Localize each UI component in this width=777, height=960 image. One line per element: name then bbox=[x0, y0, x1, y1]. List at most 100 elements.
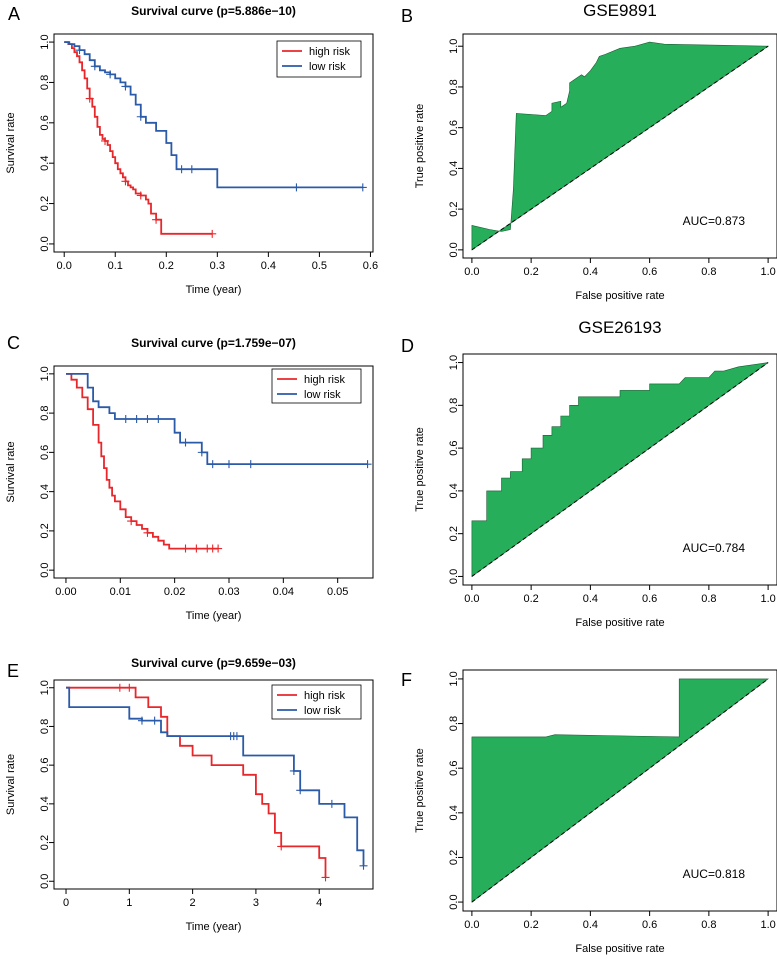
censor-mark-low-risk bbox=[187, 165, 196, 174]
y-tick-label: 0.8 bbox=[448, 716, 460, 731]
x-tick-label: 0.05 bbox=[327, 586, 348, 598]
panel-label-b: B bbox=[401, 6, 413, 26]
x-tick-label: 0.6 bbox=[642, 266, 657, 278]
censor-mark-high-risk bbox=[115, 683, 124, 692]
reference-diagonal bbox=[471, 362, 769, 577]
x-tick-label: 0.2 bbox=[523, 919, 538, 931]
censor-mark-low-risk bbox=[358, 183, 367, 192]
censor-mark-low-risk bbox=[150, 716, 159, 725]
censor-mark-low-risk bbox=[106, 70, 115, 79]
reference-diagonal bbox=[471, 678, 769, 903]
y-tick-label: 0.8 bbox=[448, 79, 460, 94]
censor-mark-high-risk bbox=[152, 215, 161, 224]
x-tick-label: 3 bbox=[253, 897, 259, 909]
censor-mark-high-risk bbox=[125, 683, 134, 692]
censor-mark-low-risk bbox=[75, 46, 84, 55]
x-axis-label: Time (year) bbox=[186, 610, 242, 622]
y-tick-label: 0.2 bbox=[448, 526, 460, 541]
x-tick-label: 1.0 bbox=[760, 266, 775, 278]
y-axis-label: True positive rate bbox=[414, 104, 426, 189]
chart-title: Survival curve (p=5.886e−10) bbox=[131, 4, 296, 18]
panel-label-d: D bbox=[401, 336, 414, 356]
y-tick-label: 0.0 bbox=[448, 242, 460, 257]
legend-entry: high risk bbox=[304, 374, 345, 386]
x-tick-label: 0.6 bbox=[642, 593, 657, 605]
y-tick-label: 0.4 bbox=[39, 796, 51, 811]
y-tick-label: 0.2 bbox=[448, 850, 460, 865]
censor-mark-high-risk bbox=[143, 528, 152, 537]
x-tick-label: 0.2 bbox=[523, 593, 538, 605]
x-tick-label: 1.0 bbox=[760, 593, 775, 605]
y-tick-label: 1.0 bbox=[448, 39, 460, 54]
panel-label-c: C bbox=[7, 333, 20, 353]
censor-mark-high-risk bbox=[321, 873, 330, 882]
x-tick-label: 0.8 bbox=[701, 266, 716, 278]
legend-entry: low risk bbox=[309, 61, 346, 73]
x-tick-label: 0.3 bbox=[210, 260, 225, 272]
x-tick-label: 0.4 bbox=[583, 266, 598, 278]
series-line-low-risk bbox=[66, 686, 365, 866]
censor-mark-low-risk bbox=[232, 732, 241, 741]
censor-mark-high-risk bbox=[121, 177, 130, 186]
x-axis-label: False positive rate bbox=[575, 290, 664, 302]
roc-area bbox=[471, 678, 769, 903]
series-line-high-risk bbox=[66, 373, 219, 550]
y-tick-label: 0.6 bbox=[39, 115, 51, 130]
panel-label-e: E bbox=[7, 661, 19, 681]
x-tick-label: 0.0 bbox=[464, 593, 479, 605]
y-tick-label: 0.0 bbox=[39, 562, 51, 577]
legend-entry: low risk bbox=[304, 389, 341, 401]
y-tick-label: 0.8 bbox=[39, 405, 51, 420]
x-tick-label: 0.4 bbox=[261, 260, 276, 272]
censor-mark-high-risk bbox=[181, 544, 190, 553]
y-tick-label: 0.2 bbox=[39, 523, 51, 538]
panel-d: D GSE26193 AUC=0.784 0.0 0.2 0.4 0.6 0.8 1.0 0.0 0… bbox=[401, 318, 777, 629]
censor-mark-low-risk bbox=[246, 460, 255, 469]
censor-mark-high-risk bbox=[214, 544, 223, 553]
panel-e: E Survival curve (p=9.659e−03) high risk lo… bbox=[5, 656, 374, 933]
y-tick-label: 0.6 bbox=[448, 440, 460, 455]
y-tick-label: 0.4 bbox=[39, 484, 51, 499]
censor-mark-low-risk bbox=[224, 460, 233, 469]
x-tick-label: 0 bbox=[63, 897, 69, 909]
roc-area bbox=[471, 41, 770, 251]
x-tick-label: 0.4 bbox=[583, 593, 598, 605]
plot-frame bbox=[53, 365, 374, 579]
x-tick-label: 4 bbox=[316, 897, 322, 909]
censor-mark-low-risk bbox=[132, 415, 141, 423]
series-line-high-risk bbox=[66, 686, 327, 878]
censor-mark-low-risk bbox=[137, 716, 146, 725]
y-tick-label: 0.8 bbox=[39, 75, 51, 90]
x-tick-label: 0.6 bbox=[363, 260, 378, 272]
legend-box bbox=[271, 684, 362, 720]
censor-mark-low-risk bbox=[363, 460, 372, 469]
y-tick-label: 0.4 bbox=[39, 156, 51, 171]
x-tick-label: 1 bbox=[126, 897, 132, 909]
x-tick-label: 0.0 bbox=[57, 260, 72, 272]
y-tick-label: 0.6 bbox=[448, 120, 460, 135]
plot-frame bbox=[53, 679, 374, 890]
series-line-low-risk bbox=[64, 41, 363, 189]
y-tick-label: 0.2 bbox=[39, 196, 51, 211]
censor-mark-high-risk bbox=[192, 544, 201, 553]
censor-mark-low-risk bbox=[327, 799, 336, 808]
censor-mark-high-risk bbox=[136, 191, 145, 200]
x-tick-label: 0.0 bbox=[464, 266, 479, 278]
y-tick-label: 0.0 bbox=[39, 236, 51, 251]
chart-title: Survival curve (p=1.759e−07) bbox=[131, 336, 296, 350]
legend-entry: high risk bbox=[304, 690, 345, 702]
x-tick-label: 2 bbox=[190, 897, 196, 909]
censor-mark-high-risk bbox=[85, 94, 94, 103]
censor-mark-high-risk bbox=[127, 517, 136, 526]
x-tick-label: 0.02 bbox=[164, 586, 185, 598]
legend-box bbox=[271, 368, 362, 404]
x-tick-label: 0.6 bbox=[642, 919, 657, 931]
y-tick-label: 1.0 bbox=[39, 366, 51, 381]
censor-mark-low-risk bbox=[292, 183, 301, 192]
y-tick-label: 0.8 bbox=[39, 719, 51, 734]
x-tick-label: 1.0 bbox=[760, 919, 775, 931]
reference-diagonal bbox=[471, 45, 769, 251]
y-tick-label: 0.2 bbox=[448, 201, 460, 216]
x-tick-label: 0.04 bbox=[273, 586, 294, 598]
